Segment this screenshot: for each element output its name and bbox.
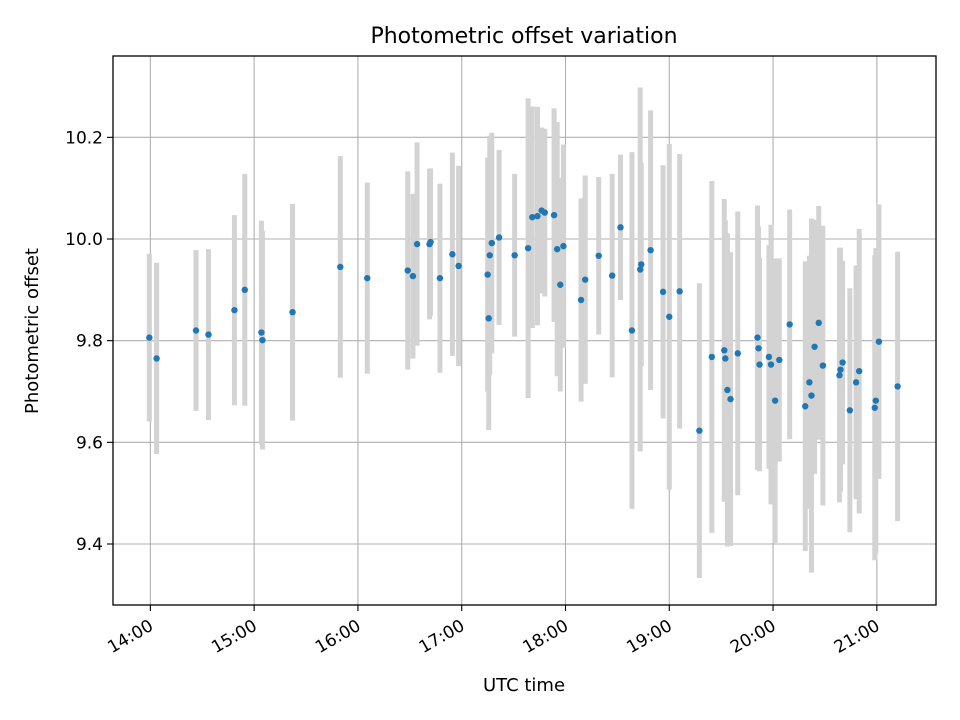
data-point <box>756 361 763 368</box>
data-point <box>856 367 863 375</box>
data-point <box>258 329 265 336</box>
x-tick-label: 14:00 <box>104 616 156 658</box>
data-point <box>524 244 532 252</box>
data-point <box>734 350 741 357</box>
data-point <box>815 319 822 327</box>
x-tick-label: 16:00 <box>312 616 364 658</box>
y-tick-label: 9.8 <box>76 332 103 352</box>
data-point <box>724 386 731 394</box>
data-point <box>529 213 536 221</box>
data-point <box>628 327 636 334</box>
data-point <box>337 263 344 271</box>
data-point <box>436 274 444 282</box>
data-point <box>595 252 602 259</box>
x-tick-label: 17:00 <box>416 616 468 658</box>
data-point <box>550 211 558 219</box>
data-point <box>241 286 249 294</box>
data-point <box>875 338 883 345</box>
data-point <box>647 246 654 254</box>
plot-frame <box>112 55 937 606</box>
data-point <box>846 407 854 414</box>
x-tick-label: 20:00 <box>727 616 779 658</box>
data-point <box>192 327 200 334</box>
y-tick-label: 10.0 <box>65 230 103 250</box>
data-point <box>205 331 212 338</box>
data-point <box>637 266 644 273</box>
data-point <box>721 347 728 354</box>
data-point <box>666 313 673 320</box>
data-point <box>608 272 616 279</box>
x-axis-label: UTC time <box>483 675 565 696</box>
data-point <box>696 427 703 434</box>
data-point <box>484 271 491 278</box>
data-point <box>534 212 541 220</box>
data-point <box>259 336 266 344</box>
data-point <box>722 355 729 362</box>
data-points <box>146 207 901 434</box>
data-point <box>511 252 518 259</box>
data-point <box>289 309 296 316</box>
data-point <box>146 334 153 341</box>
y-axis-label: Photometric offset <box>22 248 43 414</box>
data-point <box>819 362 827 369</box>
x-axis-ticks: 14:00 15:00 16:00 17:00 18:00 19:00 20:00 21:00 <box>104 605 883 658</box>
x-tick-label: 15:00 <box>208 616 260 658</box>
data-point <box>413 240 421 248</box>
data-point <box>560 242 567 250</box>
data-point <box>836 372 843 379</box>
data-point <box>617 224 624 231</box>
data-point <box>485 315 492 322</box>
data-point <box>806 379 813 386</box>
data-point <box>553 245 561 253</box>
data-point <box>577 296 585 304</box>
data-point <box>455 262 462 270</box>
data-point <box>786 321 793 328</box>
data-point <box>727 395 734 403</box>
data-point <box>771 397 779 404</box>
data-point <box>488 239 496 247</box>
data-point <box>754 334 761 341</box>
data-point <box>894 383 901 390</box>
data-point <box>676 288 683 295</box>
data-point <box>541 209 548 216</box>
x-tick-label: 19:00 <box>623 616 675 658</box>
data-point <box>852 379 860 386</box>
data-point <box>776 356 783 364</box>
y-tick-label: 9.6 <box>76 433 103 453</box>
data-point <box>404 267 411 274</box>
data-point <box>659 288 667 296</box>
data-point <box>638 261 645 268</box>
data-point <box>765 353 773 361</box>
chart-title: Photometric offset variation <box>370 24 677 49</box>
y-tick-label: 10.2 <box>65 128 103 148</box>
data-point <box>153 355 160 362</box>
data-point <box>231 306 238 314</box>
data-point <box>486 252 493 259</box>
y-tick-label: 9.4 <box>76 535 103 555</box>
data-point <box>839 359 846 366</box>
data-point <box>449 251 456 258</box>
x-tick-label: 18:00 <box>520 616 572 658</box>
data-point <box>837 366 844 373</box>
data-point <box>767 361 775 368</box>
x-tick-label: 21:00 <box>831 616 883 658</box>
data-point <box>808 392 815 399</box>
data-point <box>755 345 762 352</box>
data-point <box>811 343 818 350</box>
data-point <box>495 234 503 241</box>
data-point <box>557 281 564 288</box>
data-point <box>582 276 589 283</box>
data-point <box>708 353 716 361</box>
y-axis-ticks: 9.4 9.6 9.8 10.0 10.2 <box>65 128 113 555</box>
data-point <box>409 272 417 280</box>
data-point <box>802 403 809 410</box>
data-point <box>364 274 371 282</box>
data-point <box>871 404 878 411</box>
data-point <box>427 238 434 246</box>
data-point <box>872 397 880 404</box>
